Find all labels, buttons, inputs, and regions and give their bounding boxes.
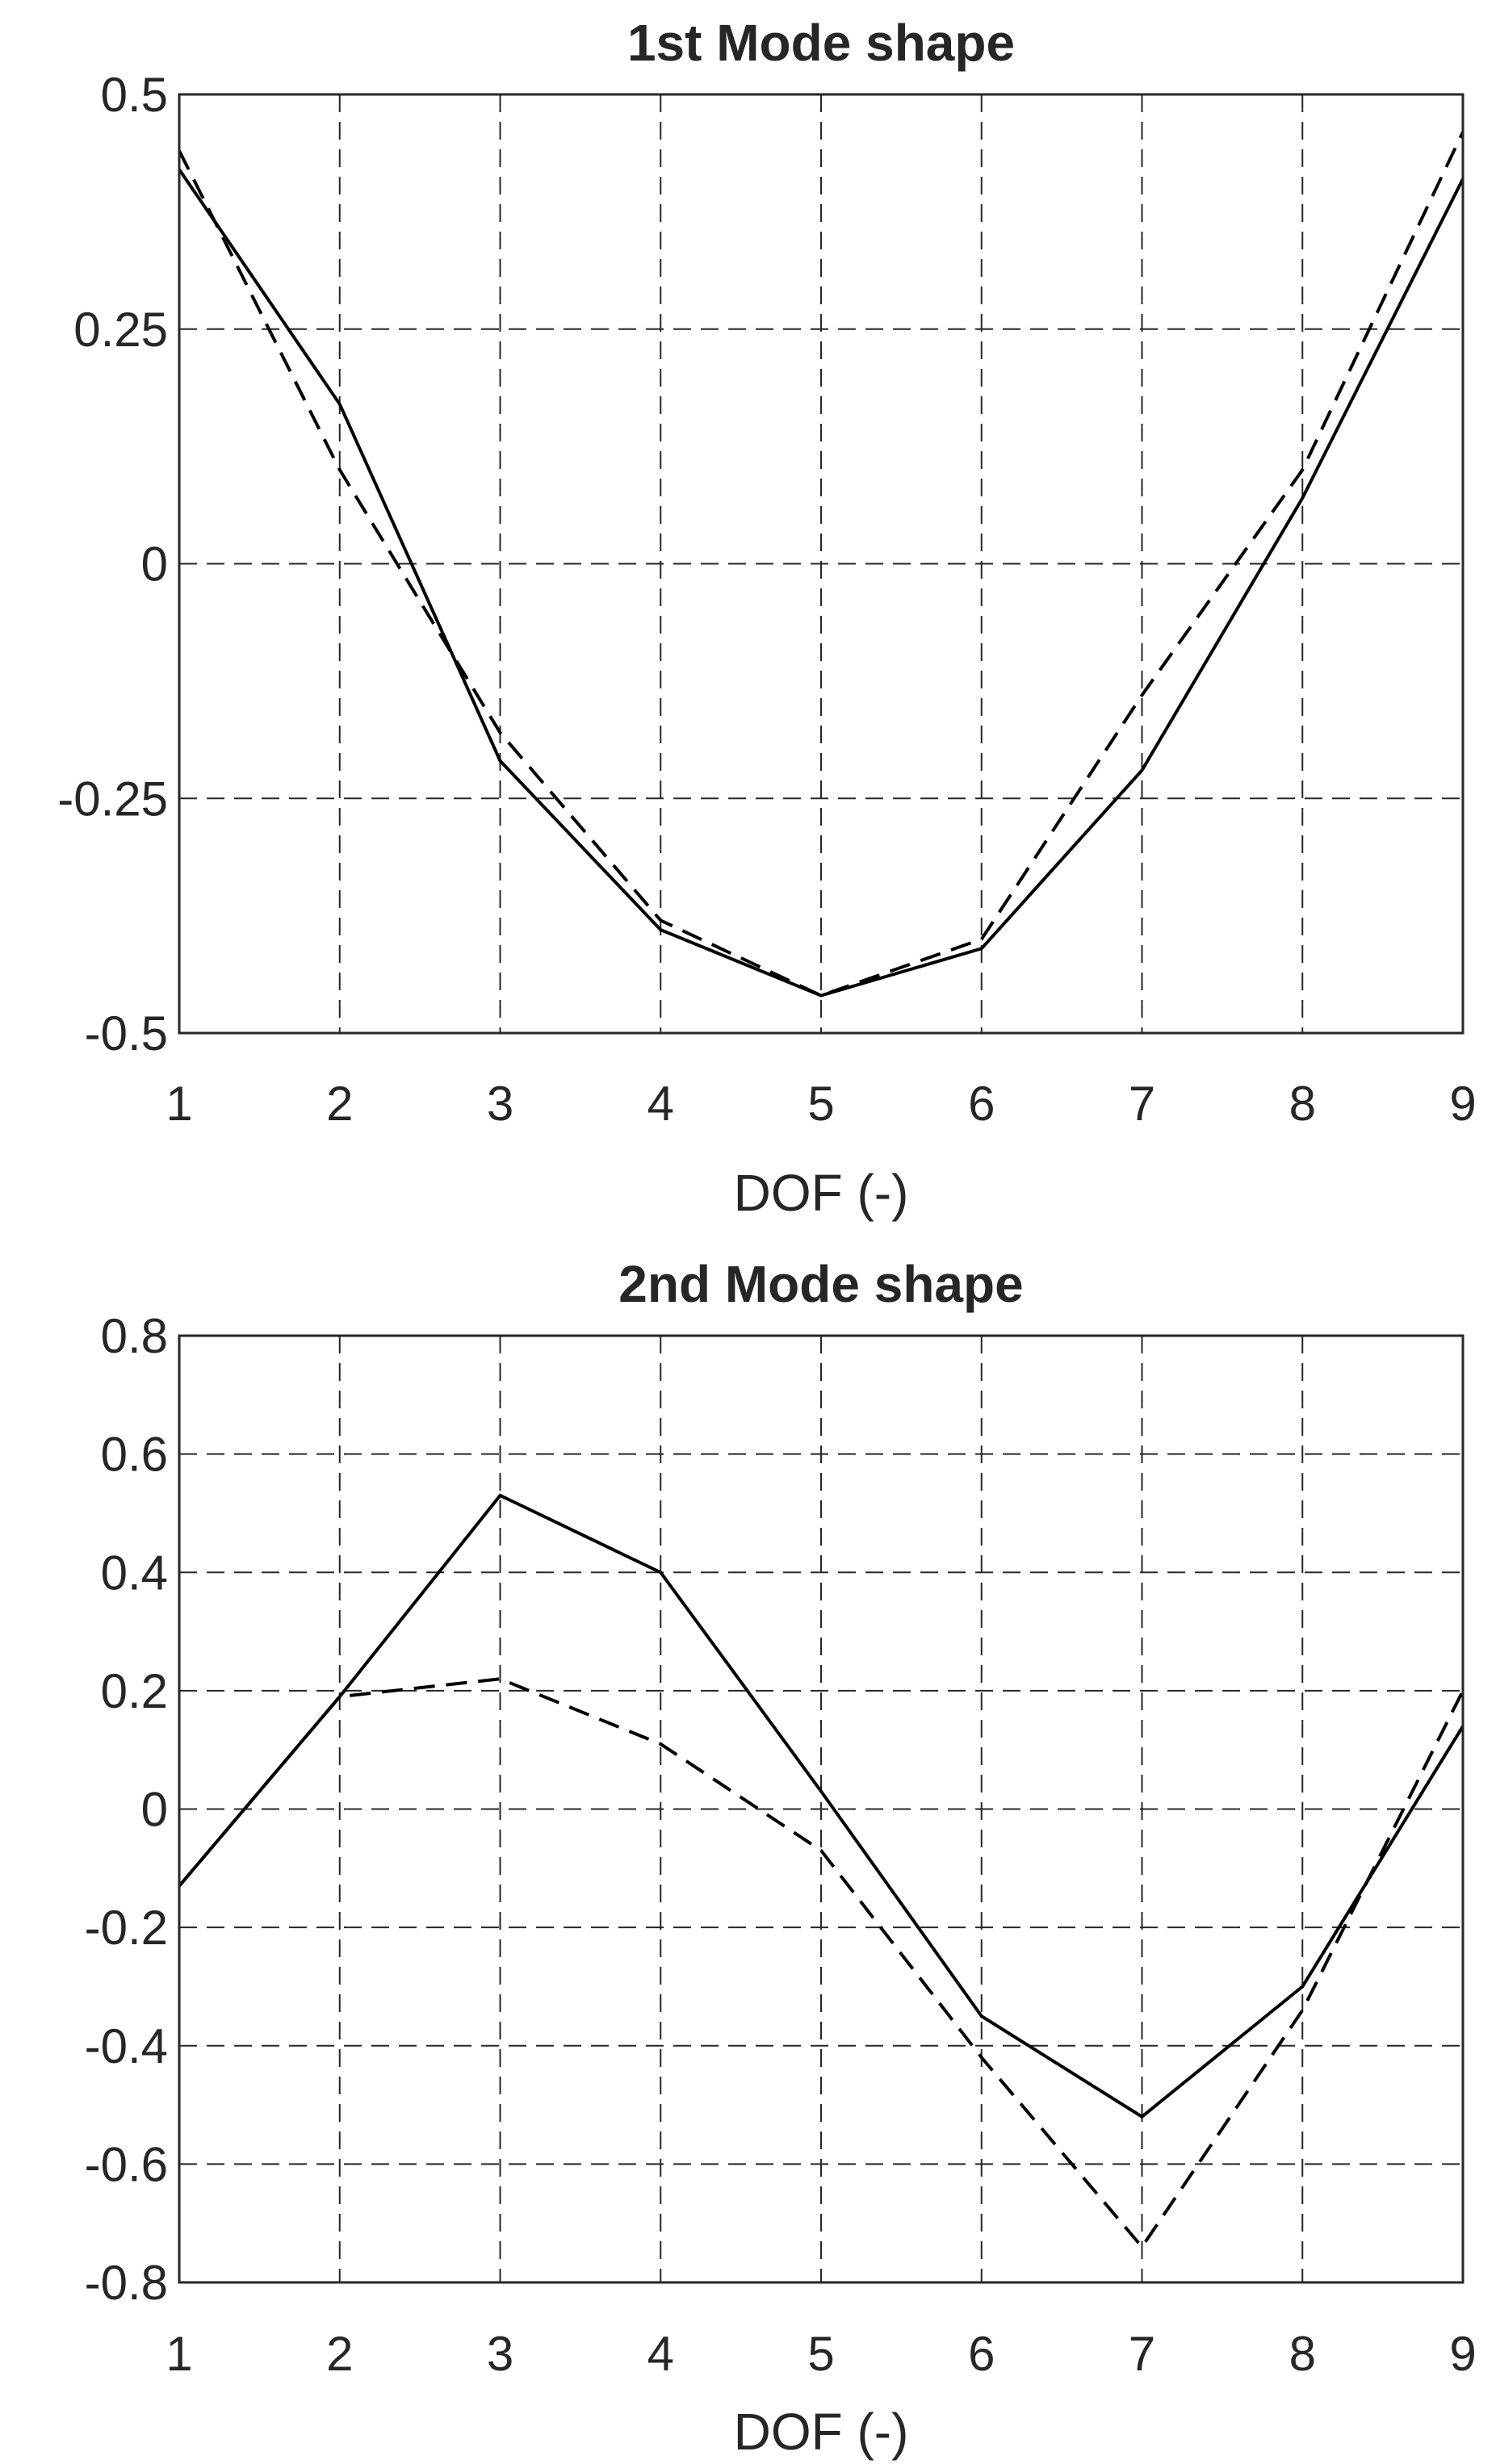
x-axis-label: DOF (-)	[734, 1164, 909, 1222]
x-tick-label: 5	[807, 2327, 834, 2381]
y-tick-label: 0.4	[101, 1546, 168, 1600]
x-axis-label: DOF (-)	[734, 2403, 909, 2461]
y-tick-label: -0.6	[85, 2137, 168, 2191]
x-tick-label: 3	[487, 1077, 513, 1131]
series-line-solid	[178, 1493, 1465, 2119]
x-tick-label: 5	[807, 1077, 834, 1131]
x-tick-label: 1	[166, 2327, 192, 2381]
x-tick-label: 2	[326, 2327, 353, 2381]
y-tick-label: 0.6	[101, 1428, 168, 1482]
axes-frame	[178, 1334, 1465, 2284]
y-tick-label: 0.5	[101, 68, 168, 122]
y-tick-label: 0.25	[73, 303, 168, 357]
y-tick-label: -0.5	[85, 1006, 168, 1060]
series-line-dashed	[178, 1677, 1465, 2250]
series-line-dashed	[178, 131, 1465, 998]
x-tick-label: 1	[166, 1077, 192, 1131]
y-tick-label: 0.2	[101, 1664, 168, 1718]
x-tick-label: 4	[647, 1077, 674, 1131]
series-line-solid	[178, 168, 1465, 998]
second-mode-shape-chart: 0.8 0.6 0.4 0.2 0 -0.2 -0.4 -0.6 -0.8 1 2 3 4 5 6 7 8 9 2n…	[85, 1255, 1477, 2461]
x-tick-label: 9	[1449, 1077, 1476, 1131]
x-tick-label: 8	[1289, 2327, 1316, 2381]
x-tick-label: 9	[1449, 2327, 1476, 2381]
x-tick-label: 7	[1129, 1077, 1155, 1131]
x-tick-label: 7	[1129, 2327, 1155, 2381]
chart-title: 2nd Mode shape	[618, 1255, 1023, 1313]
x-tick-label: 6	[968, 2327, 995, 2381]
y-tick-label: 0	[141, 538, 168, 592]
y-tick-label: 0.8	[101, 1309, 168, 1363]
y-tick-label: -0.25	[57, 772, 168, 826]
y-tick-label: 0	[141, 1783, 168, 1837]
y-tick-label: -0.8	[85, 2256, 168, 2310]
x-tick-label: 4	[647, 2327, 674, 2381]
first-mode-shape-chart: 0.5 0.25 0 -0.25 -0.5 1 2 3 4 5 6 7 8 9 1st Mode shape…	[57, 14, 1476, 1222]
y-tick-label: -0.2	[85, 1901, 168, 1955]
x-tick-label: 2	[326, 1077, 353, 1131]
y-tick-label: -0.4	[85, 2019, 168, 2073]
chart-title: 1st Mode shape	[627, 14, 1015, 72]
x-tick-label: 8	[1289, 1077, 1316, 1131]
x-tick-label: 6	[968, 1077, 995, 1131]
axes-frame	[178, 93, 1465, 1035]
x-tick-label: 3	[487, 2327, 513, 2381]
